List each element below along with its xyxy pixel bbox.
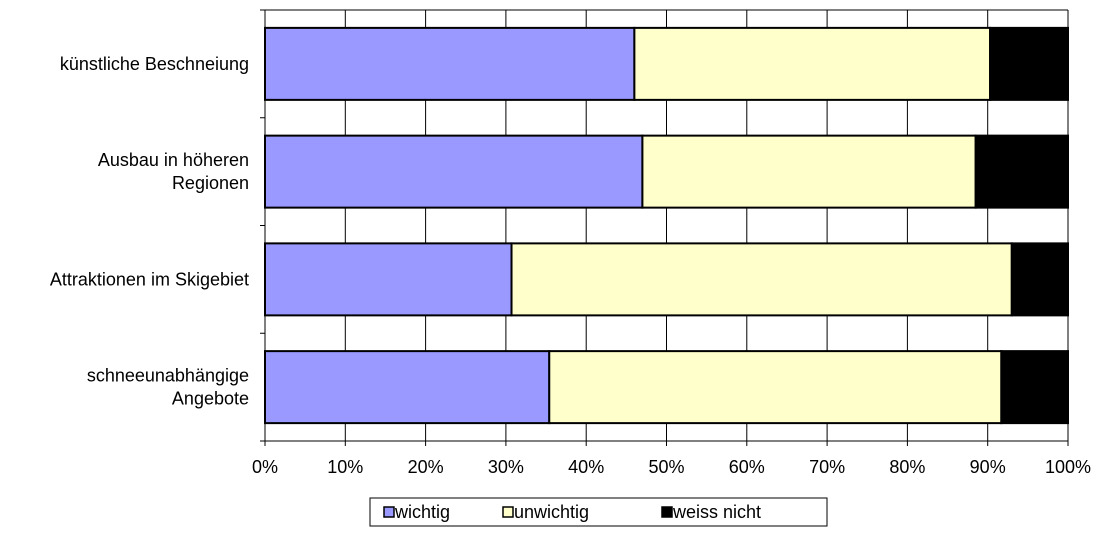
bar-segment: [641, 134, 977, 209]
bar-segment: [264, 350, 551, 425]
label-layer: 0% 10% 20% 30% 40% 50% 60% 70% 80% 90% 100% künstli…: [50, 54, 1091, 477]
bar-segment: [548, 350, 1003, 425]
bar-segment: [264, 242, 513, 317]
x-tick-label: 100%: [1045, 457, 1091, 477]
category-label: Angebote: [172, 389, 249, 409]
category-label: Regionen: [172, 173, 249, 193]
category-label: Ausbau in höheren: [98, 150, 249, 170]
bar-segment: [510, 242, 1013, 317]
axis-layer: [260, 9, 1069, 446]
x-tick-label: 20%: [408, 457, 444, 477]
x-tick-label: 80%: [889, 457, 925, 477]
bar-segment: [1000, 350, 1070, 425]
category-label: künstliche Beschneiung: [60, 54, 249, 74]
x-tick-label: 90%: [970, 457, 1006, 477]
x-tick-label: 0%: [252, 457, 278, 477]
legend-label: weiss nicht: [672, 502, 761, 522]
category-label: schneeunabhängige: [87, 366, 249, 386]
x-tick-label: 70%: [809, 457, 845, 477]
category-label: Attraktionen im Skigebiet: [50, 269, 249, 289]
bar-segment: [264, 26, 636, 101]
x-tick-label: 40%: [568, 457, 604, 477]
bar-segment: [264, 134, 644, 209]
x-tick-label: 10%: [327, 457, 363, 477]
legend-box: [369, 497, 828, 527]
x-tick-label: 50%: [648, 457, 684, 477]
bar-segment: [989, 26, 1070, 101]
x-tick-label: 30%: [488, 457, 524, 477]
legend-label: wichtig: [394, 502, 450, 522]
legend-label: unwichtig: [514, 502, 589, 522]
legend-swatch: [383, 506, 395, 518]
legend-swatch: [661, 506, 673, 518]
bar-segment: [1010, 242, 1069, 317]
bar-segment: [633, 26, 992, 101]
legend: wichtig unwichtig weiss nicht: [369, 497, 828, 527]
bar-segment: [974, 134, 1070, 209]
bar-layer: [264, 26, 1070, 425]
legend-swatch: [502, 506, 514, 518]
x-tick-label: 60%: [729, 457, 765, 477]
